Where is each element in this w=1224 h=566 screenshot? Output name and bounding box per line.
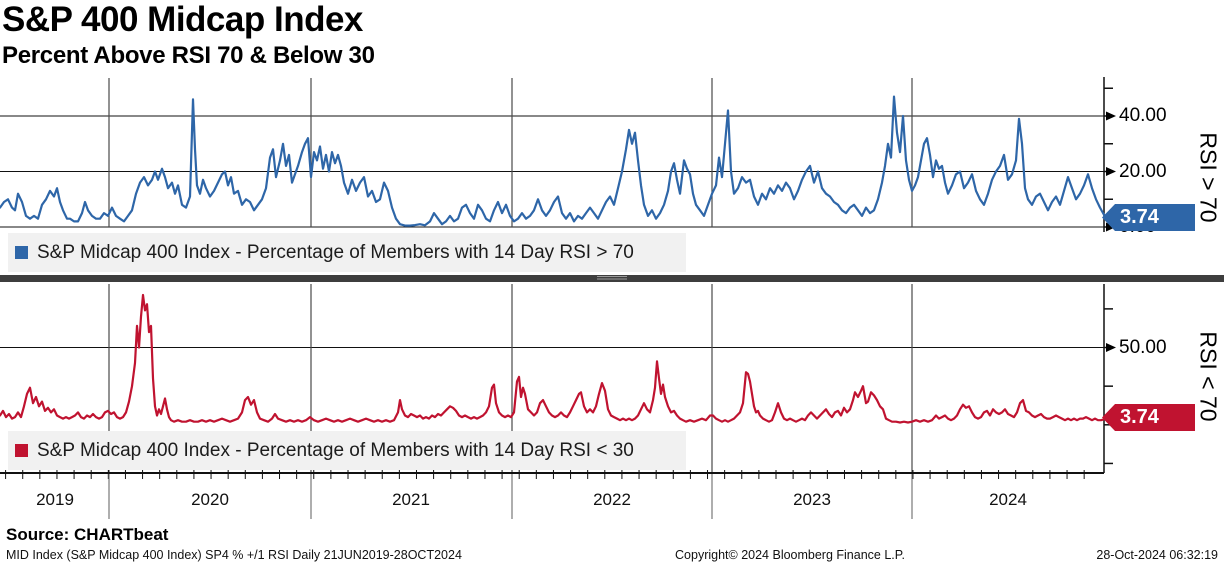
panel-divider: [0, 275, 1224, 282]
y-tick-arrow-icon: [1106, 222, 1116, 232]
x-axis-year-label: 2024: [989, 490, 1027, 509]
footer-security-info: MID Index (S&P Midcap 400 Index) SP4 % +…: [6, 548, 462, 562]
divider-drag-handle-icon[interactable]: [597, 276, 627, 281]
x-axis-year-label: 2023: [793, 490, 831, 509]
y-tick-label: 50.00: [1119, 336, 1167, 358]
legend-swatch-red-icon: [15, 444, 28, 457]
source-line: Source: CHARTbeat: [6, 525, 169, 544]
legend-label: S&P Midcap 400 Index - Percentage of Mem…: [37, 241, 634, 263]
y-tick-arrow-icon: [1106, 343, 1116, 353]
legend-swatch-blue-icon: [15, 246, 28, 259]
legend-label: S&P Midcap 400 Index - Percentage of Mem…: [37, 439, 634, 461]
rsi-above-70-line: [0, 95, 1107, 227]
y-tick-label: 40.00: [1119, 105, 1167, 126]
footer-timestamp: 28-Oct-2024 06:32:19: [1096, 548, 1218, 562]
legend-rsi-below-30[interactable]: S&P Midcap 400 Index - Percentage of Mem…: [8, 431, 686, 470]
rsi-below-30-line: [0, 293, 1107, 424]
page-subtitle: Percent Above RSI 70 & Below 30: [2, 42, 375, 69]
y-tick-arrow-icon: [1106, 111, 1116, 121]
last-value-badge-top: 3.74: [1102, 204, 1195, 231]
y-tick-label: 20.00: [1119, 160, 1167, 182]
page-title: S&P 400 Midcap Index: [2, 0, 363, 39]
y-tick-arrow-icon: [1106, 167, 1116, 176]
legend-rsi-above-70[interactable]: S&P Midcap 400 Index - Percentage of Mem…: [8, 233, 686, 272]
right-axis-title-top: RSI > 70: [1195, 132, 1222, 223]
x-axis-year-label: 2020: [191, 490, 229, 509]
footer-copyright: Copyright© 2024 Bloomberg Finance L.P.: [675, 548, 905, 562]
x-axis-year-label: 2022: [593, 490, 631, 509]
right-axis-title-bottom: RSI < 70: [1195, 331, 1222, 422]
x-axis-year-label: 2021: [392, 490, 430, 509]
last-value-badge-bottom: 3.74: [1102, 404, 1195, 431]
x-axis-year-label: 2019: [36, 490, 74, 509]
